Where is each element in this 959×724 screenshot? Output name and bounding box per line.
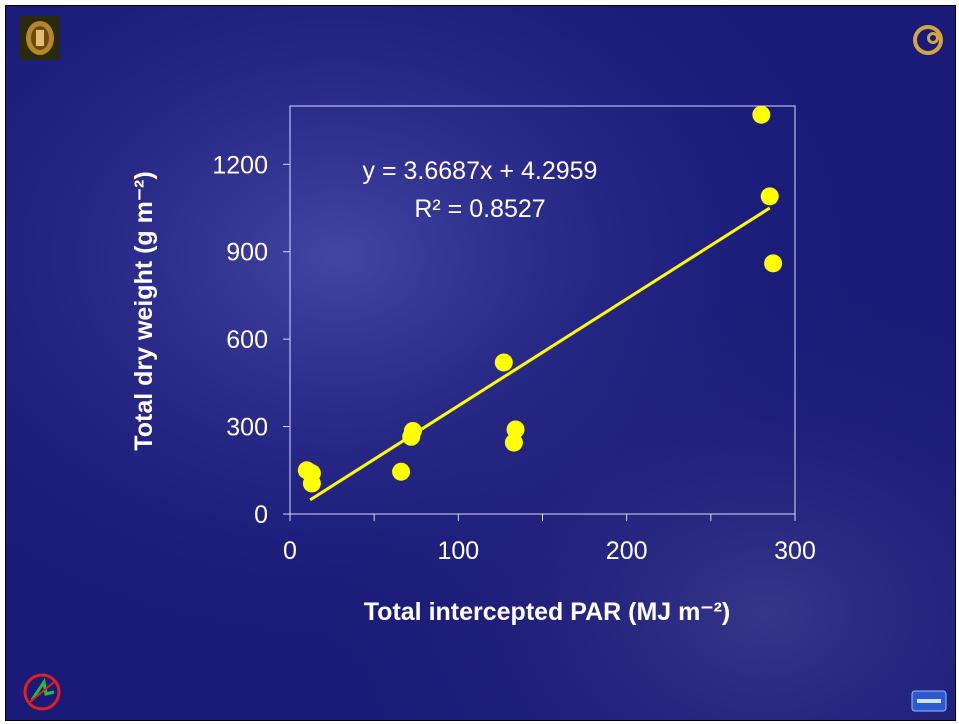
data-point [760, 187, 779, 206]
background-glow-2 [6, 6, 955, 720]
data-point [392, 462, 411, 481]
data-point [302, 474, 321, 493]
y-tick-label: 1200 [212, 151, 268, 179]
data-point [752, 105, 771, 124]
r-squared-label: R² = 0.8527 [414, 195, 545, 223]
university-crest-logo [20, 16, 60, 60]
y-axis-title: Total dry weight (g m⁻²) [130, 171, 158, 450]
y-tick-label: 600 [226, 326, 268, 354]
data-point [504, 433, 523, 452]
y-tick-label: 0 [254, 501, 268, 529]
trendline-equation: y = 3.6687x + 4.2959 [363, 157, 598, 185]
trendline [309, 206, 771, 502]
y-tick-label: 300 [226, 414, 268, 442]
data-point [506, 420, 525, 439]
slide: 0 300 600 900 1200 0 100 200 300 Total intercepte… [5, 5, 956, 721]
scatter-chart: 0 300 600 900 1200 0 100 200 300 Total intercepte… [6, 6, 955, 720]
gold-emblem-logo [909, 20, 947, 58]
data-point [403, 421, 422, 440]
blue-badge-logo [911, 690, 947, 712]
x-axis-title: Total intercepted PAR (MJ m⁻²) [364, 598, 730, 626]
y-tick-label: 900 [226, 239, 268, 267]
x-tick-label: 0 [283, 537, 297, 565]
red-circle-logo [22, 672, 62, 712]
data-point [764, 254, 783, 273]
x-tick-label: 200 [606, 537, 648, 565]
data-point [494, 353, 513, 372]
x-tick-label: 100 [437, 537, 479, 565]
x-tick-label: 300 [774, 537, 816, 565]
